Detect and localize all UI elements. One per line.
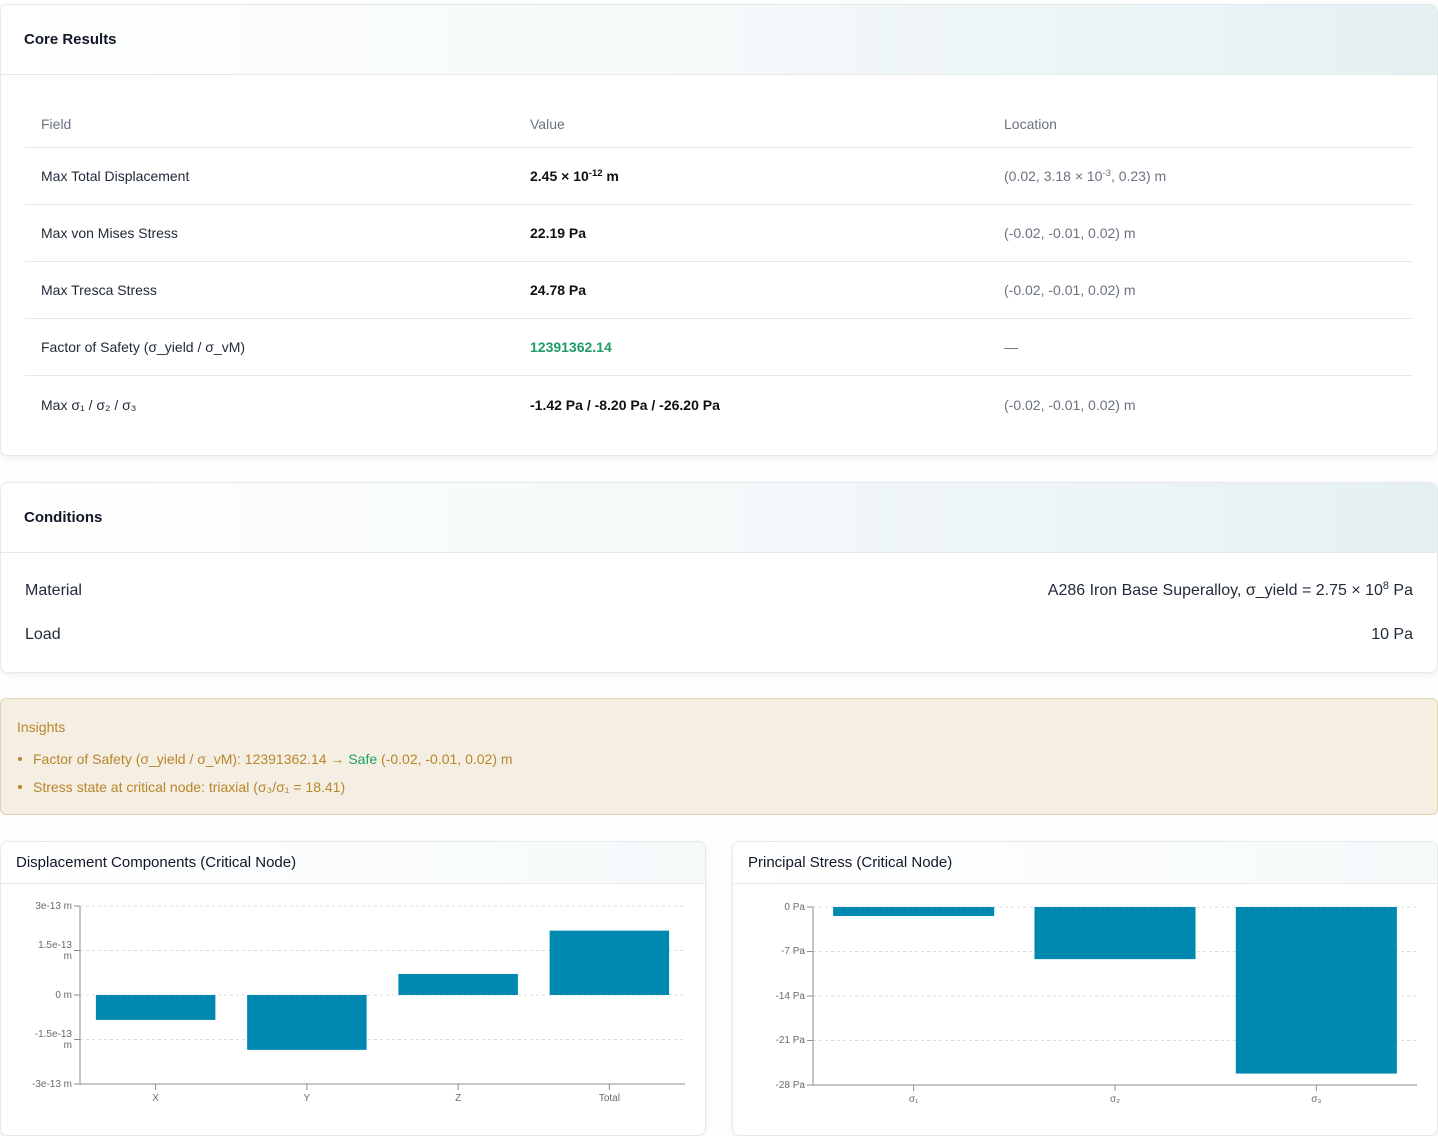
bar-3 bbox=[398, 973, 518, 995]
x-tick-label: σ₃ bbox=[1311, 1094, 1322, 1105]
x-tick-label: X bbox=[152, 1093, 159, 1104]
chart-title: Principal Stress (Critical Node) bbox=[733, 842, 1437, 884]
x-tick-label: σ₁ bbox=[908, 1094, 919, 1105]
location-cell: — bbox=[1004, 339, 1018, 355]
y-tick-label: 3e-13 m bbox=[35, 900, 72, 912]
principal-stress-chart: 0 Pa -7 Pa -14 Pa -21 Pa -28 Pa σ₁ σ₂ σ₃ bbox=[733, 884, 1437, 1135]
condition-label: Load bbox=[25, 626, 61, 643]
bar-2 bbox=[247, 995, 367, 1050]
insights-title: Insights bbox=[17, 719, 66, 735]
core-results-header: Core Results bbox=[1, 5, 1437, 75]
y-tick-label: -28 Pa bbox=[775, 1079, 805, 1091]
list-item: Factor of Safety (σ_yield / σ_vM): 12391… bbox=[17, 745, 1421, 773]
x-tick-label: Total bbox=[598, 1093, 620, 1104]
bar-2 bbox=[1034, 907, 1196, 960]
y-tick-label: -7 Pa bbox=[781, 946, 805, 957]
table-row: Max von Mises Stress 22.19 Pa (-0.02, -0… bbox=[25, 205, 1413, 262]
insight-text: Stress state at critical node: triaxial … bbox=[33, 779, 346, 795]
displacement-chart: 3e-13 m 1.5e-13 m 0 m -1.5e-13 m -3e-13 m X Y Z… bbox=[1, 884, 705, 1135]
insights-list: Factor of Safety (σ_yield / σ_vM): 12391… bbox=[17, 745, 1421, 801]
location-text: (0.02, 3.18 × 10 bbox=[1004, 168, 1103, 184]
column-header-value: Value bbox=[530, 115, 565, 132]
condition-label: Material bbox=[25, 582, 82, 599]
value-cell: -1.42 Pa / -8.20 Pa / -26.20 Pa bbox=[530, 396, 720, 413]
condition-value: 10 Pa bbox=[1371, 626, 1413, 643]
value-cell: 24.78 Pa bbox=[530, 282, 587, 298]
material-exponent: 8 bbox=[1382, 580, 1389, 593]
x-tick-label: σ₂ bbox=[1109, 1094, 1121, 1105]
chart-title: Displacement Components (Critical Node) bbox=[1, 842, 705, 884]
principal-stress-chart-card: Principal Stress (Critical Node) 0 Pa -7 … bbox=[732, 841, 1438, 1136]
material-unit: Pa bbox=[1388, 582, 1413, 599]
core-results-title: Core Results bbox=[24, 31, 117, 48]
value-exponent: -12 bbox=[588, 167, 603, 179]
bar-4 bbox=[549, 930, 670, 995]
conditions-card: Conditions Material A286 Iron Base Super… bbox=[0, 482, 1438, 673]
location-cell: (-0.02, -0.01, 0.02) m bbox=[1004, 282, 1136, 298]
location-tail: , 0.23) m bbox=[1110, 168, 1167, 184]
condition-row-material: Material A286 Iron Base Superalloy, σ_yi… bbox=[25, 569, 1413, 613]
column-header-field: Field bbox=[41, 115, 72, 132]
bar-1 bbox=[95, 995, 216, 1020]
insight-text: Factor of Safety (σ_yield / σ_vM): 12391… bbox=[33, 751, 349, 767]
value-cell: 22.19 Pa bbox=[530, 225, 587, 241]
y-tick-label: 0 m bbox=[55, 989, 72, 1001]
field-cell: Factor of Safety (σ_yield / σ_vM) bbox=[41, 339, 246, 355]
material-text: A286 Iron Base Superalloy, σ_yield = 2.7… bbox=[1047, 582, 1383, 599]
location-exponent: -3 bbox=[1102, 167, 1111, 179]
location-cell: (0.02, 3.18 × 10-3, 0.23) m bbox=[988, 168, 1413, 184]
bullet-icon bbox=[18, 785, 22, 789]
table-row: Factor of Safety (σ_yield / σ_vM) 123913… bbox=[25, 319, 1413, 376]
y-tick-label: -1.5e-13 m bbox=[34, 1028, 72, 1051]
table-row: Max σ₁ / σ₂ / σ₃ -1.42 Pa / -8.20 Pa / -… bbox=[25, 376, 1413, 433]
table-row: Max Tresca Stress 24.78 Pa (-0.02, -0.01… bbox=[25, 262, 1413, 319]
location-cell: (-0.02, -0.01, 0.02) m bbox=[1004, 225, 1136, 241]
results-table: Field Value Location Max Total Displacem… bbox=[25, 100, 1413, 433]
y-tick-label: 0 Pa bbox=[784, 901, 805, 913]
bar-3 bbox=[1235, 907, 1397, 1074]
x-tick-label: Y bbox=[303, 1093, 311, 1104]
column-header-location: Location bbox=[1004, 115, 1057, 132]
y-tick-label: -21 Pa bbox=[775, 1035, 805, 1046]
table-header-row: Field Value Location bbox=[25, 100, 1413, 148]
insights-panel: Insights Factor of Safety (σ_yield / σ_v… bbox=[0, 698, 1438, 815]
condition-row-load: Load 10 Pa bbox=[25, 613, 1413, 657]
displacement-chart-card: Displacement Components (Critical Node) … bbox=[0, 841, 706, 1136]
displacement-chart-svg bbox=[74, 905, 685, 1090]
field-cell: Max σ₁ / σ₂ / σ₃ bbox=[41, 396, 137, 413]
y-tick-label: 1.5e-13 m bbox=[38, 939, 72, 962]
field-cell: Max von Mises Stress bbox=[41, 225, 178, 241]
x-tick-label: Z bbox=[455, 1093, 462, 1104]
safety-factor-value: 12391362.14 bbox=[530, 339, 612, 355]
bar-1 bbox=[833, 907, 995, 917]
list-item: Stress state at critical node: triaxial … bbox=[17, 773, 1421, 801]
conditions-body: Material A286 Iron Base Superalloy, σ_yi… bbox=[1, 553, 1437, 657]
conditions-title: Conditions bbox=[24, 509, 103, 526]
condition-value: A286 Iron Base Superalloy, σ_yield = 2.7… bbox=[1047, 580, 1413, 600]
location-cell: (-0.02, -0.01, 0.02) m bbox=[1004, 396, 1136, 413]
status-badge: Safe bbox=[348, 751, 378, 767]
principal-stress-chart-svg bbox=[807, 906, 1417, 1091]
value-cell: 2.45 × 10-12 m bbox=[514, 168, 988, 184]
core-results-card: Core Results Field Value Location Max To… bbox=[0, 4, 1438, 456]
table-row: Max Total Displacement 2.45 × 10-12 m (0… bbox=[25, 148, 1413, 205]
insight-location: (-0.02, -0.01, 0.02) m bbox=[377, 751, 513, 767]
value-text: 2.45 × 10 bbox=[530, 168, 589, 184]
value-unit: m bbox=[602, 168, 619, 184]
bullet-icon bbox=[18, 757, 22, 761]
y-tick-label: -3e-13 m bbox=[32, 1078, 73, 1090]
field-cell: Max Total Displacement bbox=[41, 168, 190, 184]
field-cell: Max Tresca Stress bbox=[41, 282, 157, 298]
y-tick-label: -14 Pa bbox=[775, 990, 805, 1002]
conditions-header: Conditions bbox=[1, 483, 1437, 553]
